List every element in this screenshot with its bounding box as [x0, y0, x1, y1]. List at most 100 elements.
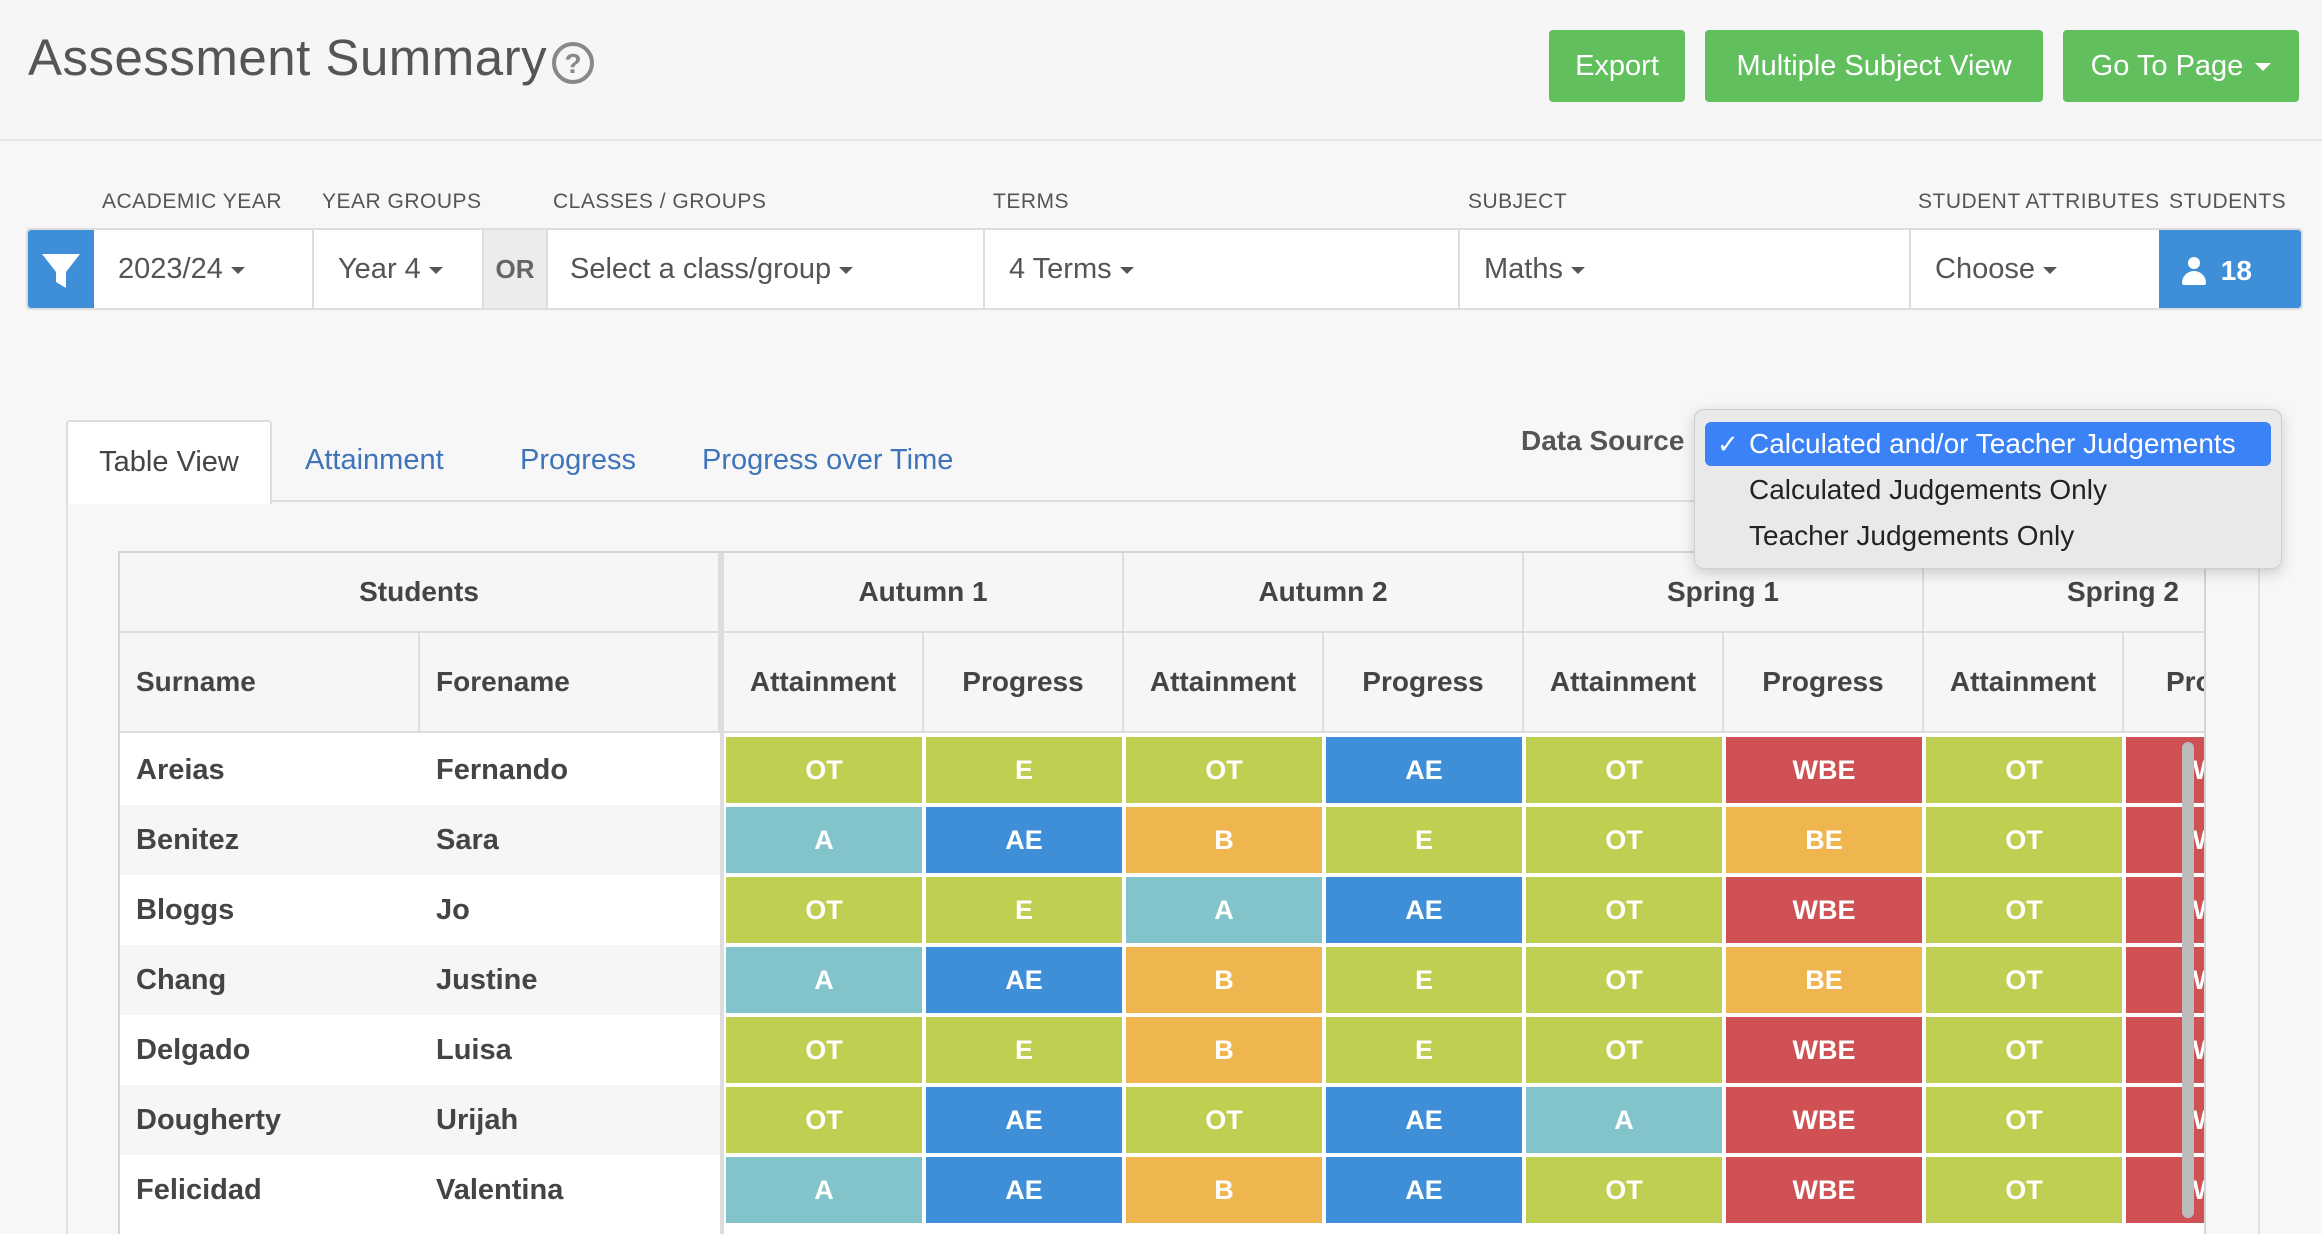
export-button[interactable]: Export — [1549, 30, 1685, 102]
multiple-subject-view-button[interactable]: Multiple Subject View — [1705, 30, 2043, 102]
grade-cell[interactable]: A — [726, 807, 922, 873]
grade-cell[interactable]: OT — [726, 877, 922, 943]
grade-cell[interactable]: OT — [1926, 947, 2122, 1013]
subject-select[interactable]: Maths — [1460, 230, 1911, 308]
academic-year-select[interactable]: 2023/24 — [94, 230, 314, 308]
tab-attainment[interactable]: Attainment — [305, 444, 444, 476]
grade-cell[interactable]: OT — [1926, 1087, 2122, 1153]
grade-cell[interactable]: WBE — [2126, 877, 2204, 943]
data-source-option-calculated-teacher[interactable]: ✓ Calculated and/or Teacher Judgements — [1705, 422, 2271, 466]
grade-cell[interactable]: OT — [1926, 1017, 2122, 1083]
grade-cell[interactable]: OT — [1526, 1157, 1722, 1223]
student-attributes-select[interactable]: Choose — [1911, 230, 2159, 308]
grade-cell[interactable]: OT — [1926, 737, 2122, 803]
grade-cell[interactable]: AE — [1326, 737, 1522, 803]
forename-cell: Urijah — [436, 1104, 519, 1136]
grade-cell[interactable]: E — [926, 877, 1122, 943]
grade-cell[interactable]: OT — [1926, 877, 2122, 943]
terms-select[interactable]: 4 Terms — [985, 230, 1460, 308]
grade-cell[interactable]: WBE — [2126, 807, 2204, 873]
surname-cell: Delgado — [136, 1034, 251, 1066]
grade-cell[interactable]: A — [1526, 1087, 1722, 1153]
subject-label: SUBJECT — [1468, 190, 1568, 213]
grade-cell[interactable]: OT — [1526, 737, 1722, 803]
progress-header[interactable]: Progress — [1724, 633, 1924, 733]
grade-cell[interactable]: B — [1126, 947, 1322, 1013]
grade-cell[interactable]: WBE — [1726, 877, 1922, 943]
attainment-header[interactable]: Attainment — [1524, 633, 1724, 733]
tab-table-view[interactable]: Table View — [66, 420, 272, 504]
students-count-button[interactable]: 18 — [2159, 230, 2301, 308]
chevron-down-icon — [1570, 266, 1585, 274]
forename-cell: Valentina — [436, 1174, 564, 1206]
grade-cell[interactable]: AE — [1326, 877, 1522, 943]
grade-cell[interactable]: BE — [1726, 807, 1922, 873]
progress-header[interactable]: Progress — [1324, 633, 1524, 733]
grade-cell[interactable]: B — [1126, 1157, 1322, 1223]
grade-cell[interactable]: WBE — [2126, 1157, 2204, 1223]
attainment-header[interactable]: Attainment — [1924, 633, 2124, 733]
classes-groups-select[interactable]: Select a class/group — [546, 230, 985, 308]
classes-groups-value: Select a class/group — [570, 253, 832, 285]
data-source-option-calculated[interactable]: Calculated Judgements Only — [1705, 468, 2271, 512]
grade-cell[interactable]: WBE — [1726, 737, 1922, 803]
data-source-dropdown[interactable]: ✓ Calculated and/or Teacher Judgements C… — [1694, 409, 2282, 569]
grade-cell[interactable]: OT — [1126, 737, 1322, 803]
tab-progress[interactable]: Progress — [520, 444, 637, 476]
go-to-page-button[interactable]: Go To Page — [2063, 30, 2299, 102]
students-count: 18 — [2220, 254, 2252, 286]
grade-cell[interactable]: E — [926, 1017, 1122, 1083]
grade-cell[interactable]: WBE — [2126, 1017, 2204, 1083]
grade-cell[interactable]: OT — [726, 1017, 922, 1083]
grade-cell[interactable]: BE — [1726, 947, 1922, 1013]
year-groups-label: YEAR GROUPS — [322, 190, 482, 213]
progress-header[interactable]: Pro — [2124, 633, 2204, 733]
grade-cell[interactable]: WBE — [1726, 1087, 1922, 1153]
grade-cell[interactable]: AE — [926, 1087, 1122, 1153]
grade-cell[interactable]: WBE — [2126, 737, 2204, 803]
help-icon[interactable]: ? — [552, 42, 594, 84]
grade-cell[interactable]: E — [926, 737, 1122, 803]
grade-cell[interactable]: A — [1126, 877, 1322, 943]
chevron-down-icon — [2042, 266, 2057, 274]
term-header: Autumn 2 — [1124, 553, 1524, 633]
grade-cell[interactable]: B — [1126, 1017, 1322, 1083]
vertical-scrollbar[interactable] — [2182, 742, 2194, 1218]
grade-cell[interactable]: AE — [926, 807, 1122, 873]
grade-cell[interactable]: OT — [1126, 1087, 1322, 1153]
grade-cell[interactable]: OT — [1526, 877, 1722, 943]
grade-cell[interactable]: WBE — [2126, 1087, 2204, 1153]
forename-header[interactable]: Forename — [420, 633, 720, 733]
tab-progress-over-time[interactable]: Progress over Time — [702, 444, 954, 476]
grade-cell[interactable]: OT — [726, 1087, 922, 1153]
grade-cell[interactable]: AE — [926, 947, 1122, 1013]
grade-cell[interactable]: AE — [1326, 1087, 1522, 1153]
grade-cell[interactable]: OT — [1926, 807, 2122, 873]
grade-cell[interactable]: E — [1326, 807, 1522, 873]
grade-cell[interactable]: AE — [926, 1157, 1122, 1223]
grade-cell[interactable]: E — [1326, 947, 1522, 1013]
attainment-header[interactable]: Attainment — [1124, 633, 1324, 733]
surname-header[interactable]: Surname — [120, 633, 420, 733]
grade-cell[interactable]: E — [1326, 1017, 1522, 1083]
grade-cell[interactable]: OT — [1526, 947, 1722, 1013]
or-separator: OR — [484, 230, 548, 308]
grade-cell[interactable]: OT — [1526, 1017, 1722, 1083]
filter-icon[interactable] — [28, 230, 94, 308]
grade-cell[interactable]: AE — [1326, 1157, 1522, 1223]
grade-cell[interactable]: WBE — [2126, 947, 2204, 1013]
grade-cell[interactable]: A — [726, 947, 922, 1013]
year-groups-select[interactable]: Year 4 — [314, 230, 484, 308]
table-row — [120, 735, 720, 805]
grade-cell[interactable]: OT — [1526, 807, 1722, 873]
data-source-option-teacher[interactable]: Teacher Judgements Only — [1705, 514, 2271, 558]
progress-header[interactable]: Progress — [924, 633, 1124, 733]
grade-cell[interactable]: WBE — [1726, 1157, 1922, 1223]
grade-cell[interactable]: A — [726, 1157, 922, 1223]
attainment-header[interactable]: Attainment — [724, 633, 924, 733]
grade-cell[interactable]: OT — [726, 737, 922, 803]
grade-cell[interactable]: B — [1126, 807, 1322, 873]
grade-cell[interactable]: OT — [1926, 1157, 2122, 1223]
grade-cell[interactable]: WBE — [1726, 1017, 1922, 1083]
table-row — [120, 875, 720, 945]
